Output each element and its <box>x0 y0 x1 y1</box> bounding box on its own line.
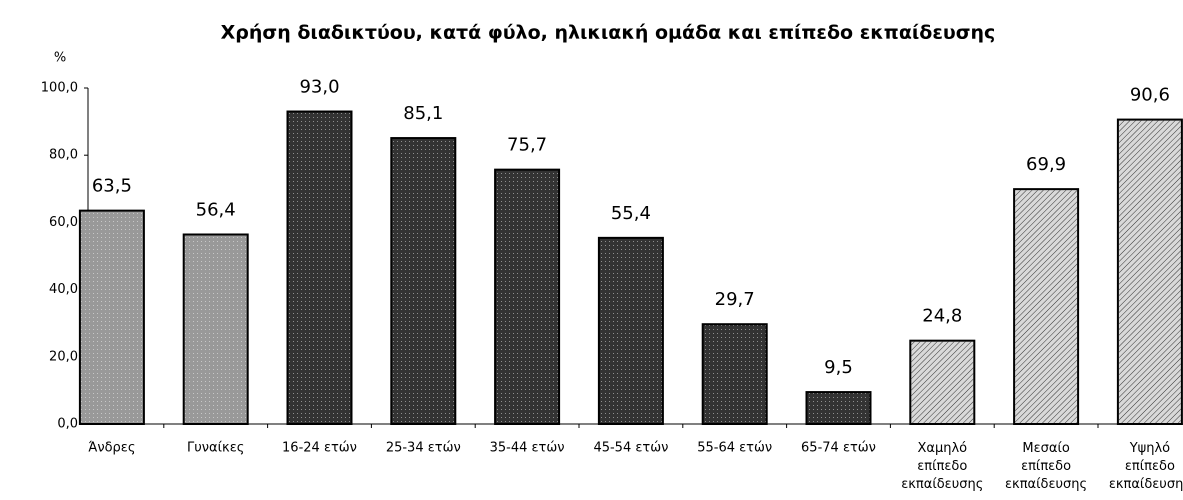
bar-pattern <box>80 211 143 423</box>
value-label: 63,5 <box>92 176 132 197</box>
y-tick-label: 20,0 <box>49 349 78 364</box>
y-tick-label: 40,0 <box>49 282 78 297</box>
bar-pattern <box>599 238 662 423</box>
chart-title: Χρήση διαδικτύου, κατά φύλο, ηλικιακή ομ… <box>221 22 996 44</box>
value-label: 24,8 <box>922 306 962 327</box>
x-tick-label: 16-24 ετών <box>282 441 357 456</box>
x-tick-label: 55-64 ετών <box>697 441 772 456</box>
y-tick-label: 100,0 <box>41 81 78 96</box>
bar-pattern <box>1118 120 1181 424</box>
value-label: 55,4 <box>611 203 651 224</box>
x-tick-label: 45-54 ετών <box>593 441 668 456</box>
bar-pattern <box>807 393 870 423</box>
x-tick-label: Γυναίκες <box>187 441 244 456</box>
bar-pattern <box>496 170 559 423</box>
x-tick-label: Χαμηλό επίπεδο εκπαίδευσης <box>901 441 983 492</box>
value-label: 93,0 <box>299 77 339 98</box>
y-tick-label: 60,0 <box>49 215 78 230</box>
value-label: 56,4 <box>196 199 236 220</box>
bar-pattern <box>288 112 351 424</box>
bar-pattern <box>911 341 974 423</box>
value-label: 85,1 <box>403 103 443 124</box>
x-tick-label: 35-44 ετών <box>490 441 565 456</box>
value-label: 29,7 <box>715 289 755 310</box>
y-axis-label: % <box>54 51 66 66</box>
bar-pattern <box>184 235 247 423</box>
value-label: 69,9 <box>1026 154 1066 175</box>
x-tick-label: Μεσαίο επίπεδο εκπαίδευσης <box>1005 441 1087 492</box>
x-tick-label: Άνδρες <box>88 441 135 456</box>
bar-pattern <box>703 325 766 423</box>
y-tick-label: 0,0 <box>57 417 78 432</box>
bar-pattern <box>392 139 455 423</box>
value-label: 9,5 <box>824 357 853 378</box>
x-tick-label: 65-74 ετών <box>801 441 876 456</box>
value-label: 90,6 <box>1130 85 1170 106</box>
bar-pattern <box>1015 190 1078 423</box>
x-tick-label: Υψηλό επίπεδο εκπαίδευσης <box>1109 441 1183 492</box>
y-tick-label: 80,0 <box>49 148 78 163</box>
value-label: 75,7 <box>507 135 547 156</box>
x-tick-label: 25-34 ετών <box>386 441 461 456</box>
